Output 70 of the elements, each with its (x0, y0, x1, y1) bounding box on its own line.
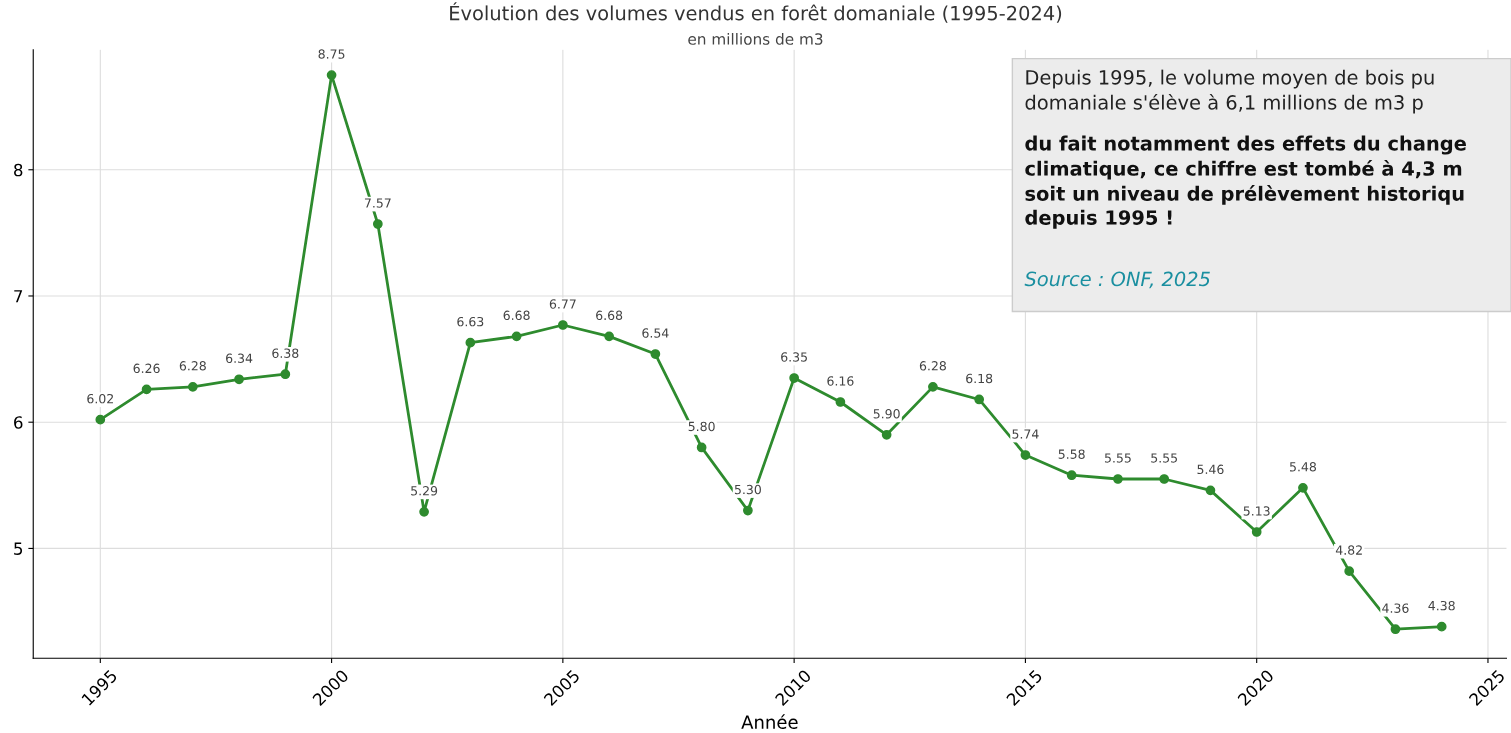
data-label: 5.13 (1243, 506, 1270, 516)
point (511, 331, 522, 342)
point (974, 394, 985, 405)
data-label: 5.46 (1197, 464, 1224, 475)
data-label: 4.38 (1428, 600, 1455, 611)
data-label: 6.63 (457, 316, 484, 327)
data-label: 6.68 (596, 310, 623, 321)
data-label: 6.26 (133, 363, 160, 374)
y-tick-label: 6 (14, 416, 23, 429)
y-tick-label: 8 (14, 163, 23, 177)
point (650, 349, 661, 359)
data-label: 5.30 (734, 484, 761, 495)
data-label: 5.29 (411, 486, 438, 496)
point (280, 369, 291, 380)
data-label: 6.28 (179, 361, 206, 371)
data-label: 6.02 (87, 393, 113, 404)
point (1020, 450, 1031, 460)
data-label: 6.54 (642, 328, 669, 338)
data-label: 5.55 (1151, 453, 1177, 463)
point (1298, 482, 1308, 493)
point (187, 381, 198, 392)
y-tick-label: 5 (14, 542, 23, 555)
point (743, 505, 753, 516)
point (696, 442, 707, 453)
data-label: 5.80 (688, 421, 715, 432)
point (928, 381, 938, 392)
annotation: du fait notamment des effets du change climatique, ce chiffre est tombé à 4,3 m soit un niveau de prélèvement historiqu depuis 1995 ! (1025, 135, 1466, 229)
point (326, 70, 337, 80)
data-label: 6.35 (781, 352, 807, 362)
point (1205, 485, 1216, 496)
data-label: 6.77 (549, 299, 576, 309)
chart-title: Évolution des volumes vendus en forêt domaniale (1995-2024) (450, 2, 1062, 23)
point (372, 219, 383, 229)
point (1436, 621, 1447, 632)
data-label: 6.38 (272, 348, 299, 358)
point (835, 397, 846, 407)
data-label: 5.55 (1104, 453, 1131, 463)
point (234, 374, 244, 385)
point (789, 373, 800, 383)
x-axis-title: Année (741, 714, 798, 729)
point (465, 337, 476, 348)
point (141, 384, 152, 395)
data-label: 6.18 (966, 373, 993, 384)
chart-subtitle: en millions de m3 (688, 32, 823, 45)
data-label: 5.48 (1289, 462, 1317, 472)
point (419, 506, 429, 517)
data-label: 5.90 (873, 409, 900, 419)
annotation: Depuis 1995, le volume moyen de bois pu domaniale s'élève à 6,1 millions de m3 p (1025, 69, 1434, 114)
point (1159, 474, 1170, 484)
annotation: Source : ONF, 2025 (1024, 271, 1210, 289)
point (881, 429, 892, 440)
data-label: 5.74 (1012, 429, 1039, 439)
point (1066, 470, 1077, 481)
data-label: 7.57 (364, 198, 391, 208)
data-label: 5.58 (1058, 449, 1085, 459)
point (1344, 566, 1355, 577)
point (1113, 474, 1123, 484)
y-tick-label: 7 (14, 290, 23, 303)
point (558, 320, 568, 330)
data-label: 6.68 (503, 310, 530, 321)
point (1251, 527, 1262, 537)
data-label: 6.16 (827, 376, 854, 386)
point (604, 331, 614, 342)
data-label: 6.28 (919, 361, 946, 371)
point (1390, 624, 1401, 635)
data-label: 6.34 (226, 353, 253, 363)
data-label: 4.82 (1335, 545, 1362, 555)
data-label: 4.36 (1382, 603, 1409, 613)
point (95, 414, 106, 425)
data-label: 8.75 (318, 49, 345, 59)
